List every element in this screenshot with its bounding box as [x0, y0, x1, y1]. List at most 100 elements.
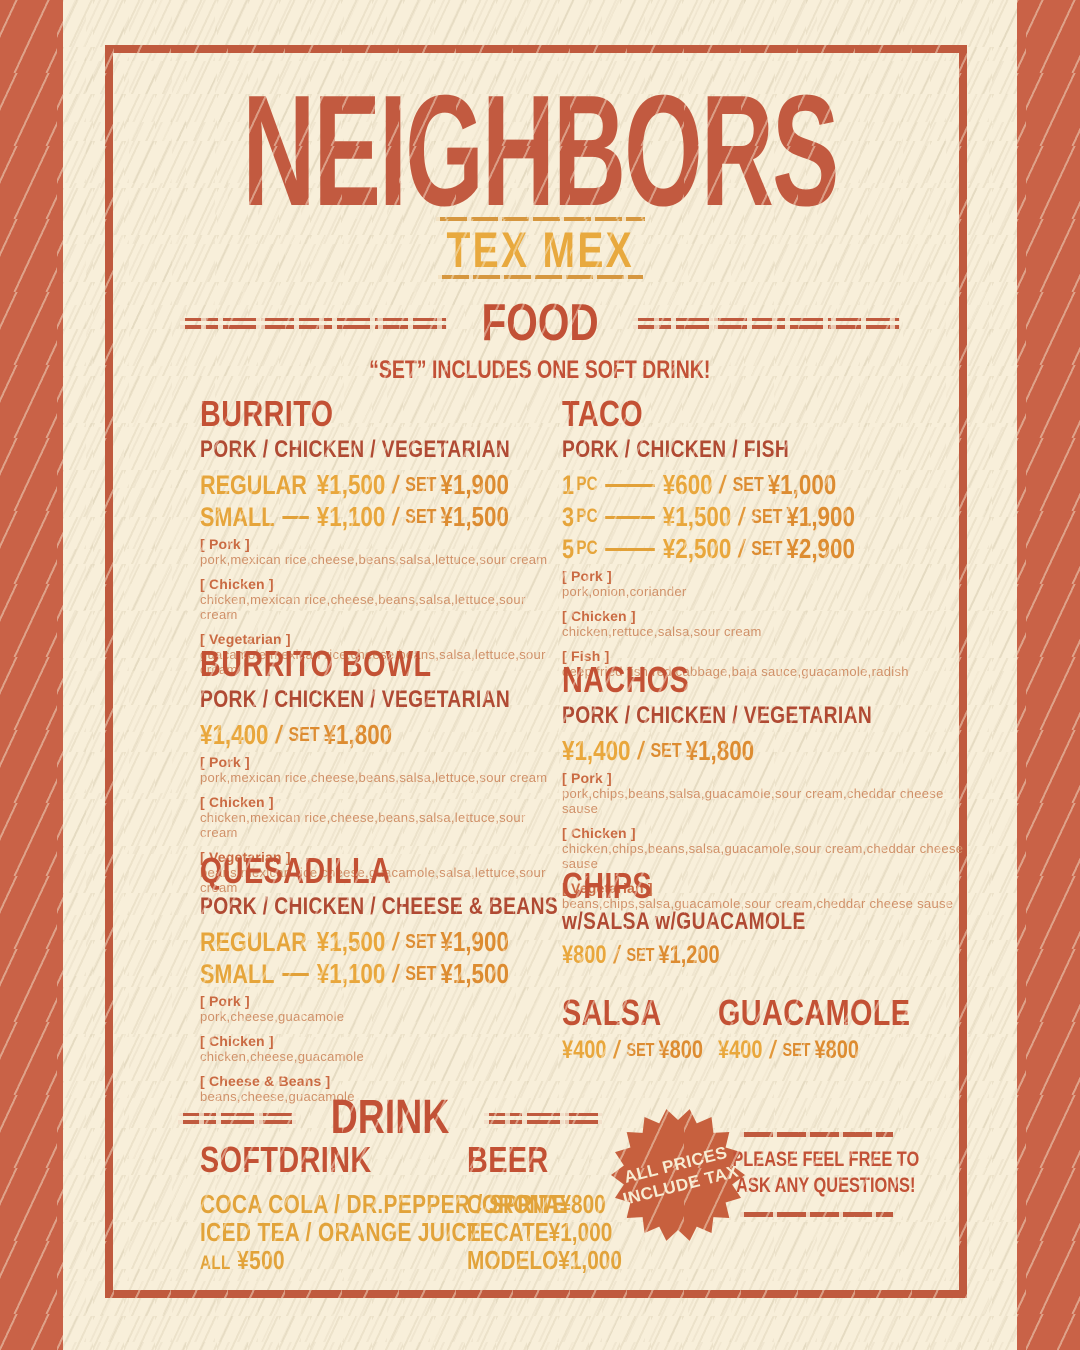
notice-rule-top [740, 1132, 893, 1137]
food-rule-left [180, 317, 447, 329]
item-details: [ Pork ] pork,cheese,guacamole [ Chicken … [200, 993, 560, 1104]
beer-price: ¥1,000 [548, 1217, 613, 1247]
item-title: CHIPS [562, 865, 653, 906]
price-row: SMALL ¥1,100 / SET ¥1,500 [200, 958, 509, 989]
item-variants: PORK / CHICKEN / VEGETARIAN [200, 686, 511, 713]
set-label: SET [782, 1040, 811, 1060]
beer-name: MODELO [467, 1245, 559, 1275]
set-price: ¥2,900 [786, 533, 855, 564]
softdrink-options-2: ICED TEA / ORANGE JUICE [200, 1217, 482, 1247]
price-row: ¥400 / SET ¥800 [562, 1036, 722, 1064]
set-price: ¥1,800 [323, 719, 393, 750]
right-frame-band [1017, 0, 1080, 1350]
price-row: ¥800 / SET ¥1,200 [562, 941, 898, 969]
detail-label: [ Chicken ] [562, 608, 636, 624]
item-details: [ Pork ] pork,mexican rice,cheese,beans,s… [200, 536, 560, 677]
item-title: QUESADILLA [200, 850, 392, 891]
menu-item-guacamole: GUACAMOLE ¥400 / SET ¥800 [718, 995, 958, 1065]
price-slash: / [736, 534, 747, 563]
set-price: ¥800 [658, 1036, 703, 1064]
set-label: SET [751, 505, 783, 528]
beer-row: TECATE ¥1,000 [467, 1217, 612, 1247]
item-variants: PORK / CHICKEN / VEGETARIAN [562, 702, 873, 729]
notice-rule-bottom [740, 1212, 893, 1217]
qty-label: 5 [562, 533, 575, 564]
all-label: ALL [200, 1253, 231, 1274]
detail-text: chicken,mexican rice,cheese,beans,salsa,… [200, 592, 526, 622]
food-rule-right [633, 317, 900, 329]
detail-text: chicken,chips,beans,salsa,guacamole,sour… [562, 841, 964, 871]
detail-text: chicken,rettuce,salsa,sour cream [562, 624, 762, 639]
price-value: ¥1,100 [316, 501, 386, 532]
set-label: SET [732, 473, 764, 496]
menu-item-chips: CHIPS w/SALSA w/GUACAMOLE ¥800 / SET ¥1,… [562, 865, 982, 970]
set-label: SET [405, 505, 437, 528]
beer-row: CORONA ¥800 [467, 1190, 606, 1218]
item-variants: w/SALSA w/GUACAMOLE [562, 908, 806, 935]
detail-text: pork,mexican rice,cheese,beans,salsa,let… [200, 552, 548, 567]
menu-item-salsa: SALSA ¥400 / SET ¥800 [562, 995, 762, 1065]
drink-rule-right [484, 1112, 602, 1124]
detail-label: [ Vegetarian ] [562, 880, 653, 896]
item-variants: PORK / CHICKEN / FISH [562, 436, 790, 463]
detail-label: [ Chicken ] [562, 825, 636, 841]
price-slash: / [611, 941, 622, 969]
title-text: NEIGHBORS [242, 63, 839, 239]
detail-label: [ Pork ] [562, 568, 612, 584]
size-label: REGULAR [200, 469, 307, 500]
price-slash: / [390, 927, 401, 956]
item-title: SOFTDRINK [200, 1139, 372, 1180]
price-row: 1 PC ¥600 / SET ¥1,000 [562, 469, 898, 500]
price-row: REGULAR ¥1,500 / SET ¥1,900 [200, 469, 509, 500]
price-leader [605, 547, 655, 551]
set-price: ¥1,900 [786, 501, 855, 532]
drink-item-softdrink: SOFTDRINK COCA COLA / DR.PEPPER / SPRITE… [200, 1139, 566, 1278]
price-value: ¥400 [718, 1036, 763, 1064]
qty-unit: PC [576, 506, 598, 527]
price-value: ¥1,500 [316, 469, 386, 500]
restaurant-title: NEIGHBORS [63, 72, 1017, 230]
all-price: ¥500 [237, 1245, 286, 1275]
set-label: SET [405, 962, 437, 985]
set-price: ¥1,200 [658, 941, 720, 969]
inner-border-frame [105, 45, 967, 1298]
subtitle-rule-bottom [438, 275, 643, 279]
beer-name: TECATE [467, 1217, 549, 1247]
price-row: 5 PC ¥2,500 / SET ¥2,900 [562, 533, 898, 564]
detail-text: beans,chips,salsa,guacamole,sour cream,c… [562, 896, 954, 911]
set-price: ¥1,500 [440, 958, 509, 989]
drink-rule-left [178, 1112, 296, 1124]
set-label: SET [626, 945, 655, 965]
price-slash: / [611, 1036, 622, 1064]
detail-text: chicken,cheese,guacamole [200, 1049, 365, 1064]
set-price: ¥1,000 [767, 469, 837, 500]
price-row: SMALL ¥1,100 / SET ¥1,500 [200, 501, 509, 532]
detail-text: pork,cheese,guacamole [200, 1009, 345, 1024]
food-heading: FOOD [481, 294, 599, 352]
detail-text: guacamole,mexican rice,cheese,beans,sals… [200, 647, 546, 677]
price-row: ¥1,400 / SET ¥1,800 [200, 719, 488, 750]
set-price: ¥800 [814, 1036, 859, 1064]
price-leader [282, 515, 309, 519]
set-price: ¥1,500 [440, 501, 509, 532]
detail-text: pork,mexican rice,cheese,beans,salsa,let… [200, 770, 548, 785]
set-label: SET [626, 1040, 655, 1060]
price-value: ¥1,400 [562, 735, 631, 766]
set-price: ¥1,800 [685, 735, 755, 766]
drink-item-beer: BEER CORONA ¥800 TECATE ¥1,000 MODELO ¥1,00… [467, 1142, 667, 1275]
set-label: SET [751, 537, 783, 560]
menu-item-taco: TACO PORK / CHICKEN / FISH 1 PC ¥600 / SE… [562, 396, 982, 688]
price-slash: / [635, 736, 646, 765]
price-value: ¥1,500 [316, 926, 386, 957]
price-slash: / [273, 720, 284, 749]
item-variants: PORK / CHICKEN / VEGETARIAN [200, 436, 511, 463]
qty-unit: PC [576, 474, 598, 495]
qty-label: 3 [562, 501, 575, 532]
detail-label: [ Pork ] [562, 770, 612, 786]
price-row: ¥1,400 / SET ¥1,800 [562, 735, 898, 766]
size-label: SMALL [200, 501, 275, 532]
price-value: ¥2,500 [662, 533, 732, 564]
price-row: 3 PC ¥1,500 / SET ¥1,900 [562, 501, 898, 532]
detail-label: [ Pork ] [200, 536, 250, 552]
menu-item-burrito: BURRITO PORK / CHICKEN / VEGETARIAN REGU… [200, 396, 560, 686]
